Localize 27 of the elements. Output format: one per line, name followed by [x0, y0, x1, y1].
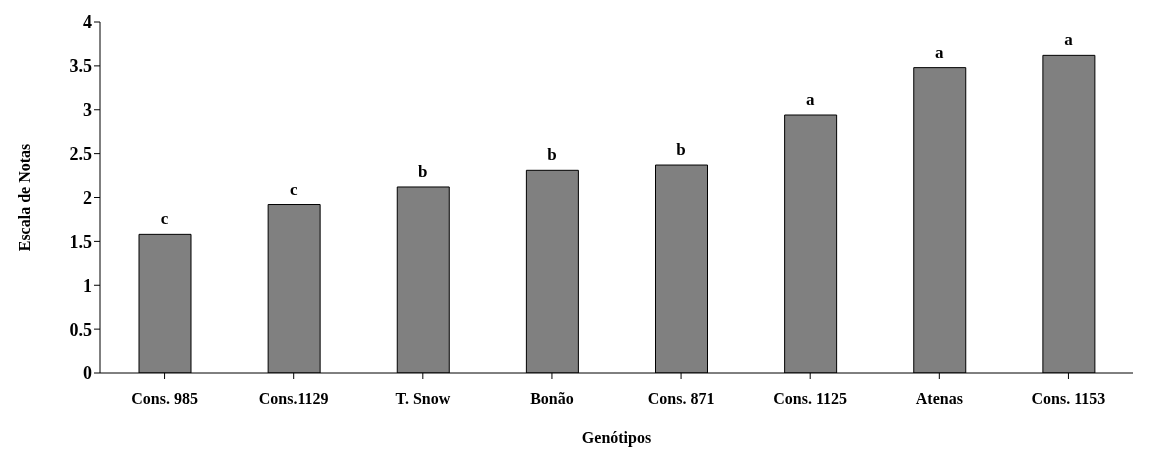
- y-tick-label: 0.5: [69, 319, 92, 340]
- x-tick-label: Atenas: [915, 390, 963, 408]
- annotation: a: [1064, 30, 1074, 50]
- annotation: b: [547, 145, 557, 165]
- y-tick-label: 1: [83, 275, 92, 296]
- y-tick-label: 3: [83, 100, 92, 121]
- x-tick-label: Cons. 1153: [1031, 390, 1106, 408]
- annotation: b: [418, 161, 428, 181]
- x-tick-label: Cons. 1125: [773, 390, 848, 408]
- annotation: c: [160, 209, 169, 229]
- y-tick-label: 1.5: [69, 231, 92, 252]
- x-tick-label: Cons. 985: [131, 390, 198, 408]
- annotation: a: [805, 90, 815, 110]
- y-tick-label: 4: [83, 12, 92, 33]
- annotation: c: [289, 179, 298, 199]
- y-axis-title: Escala de Notas: [15, 143, 33, 252]
- y-tick-label: 2: [83, 187, 92, 208]
- x-axis-title: Genótipos: [581, 429, 652, 447]
- x-tick-label: Cons. 871: [647, 390, 715, 408]
- x-tick-label: Cons.1129: [258, 390, 329, 408]
- x-tick-label: Bonão: [530, 390, 574, 408]
- annotation: a: [935, 42, 945, 62]
- x-tick-label: T. Snow: [395, 390, 451, 408]
- y-tick-label: 2.5: [69, 144, 92, 165]
- y-tick-label: 3.5: [69, 56, 92, 77]
- annotation: b: [676, 140, 686, 160]
- y-tick-label: 0: [83, 363, 92, 384]
